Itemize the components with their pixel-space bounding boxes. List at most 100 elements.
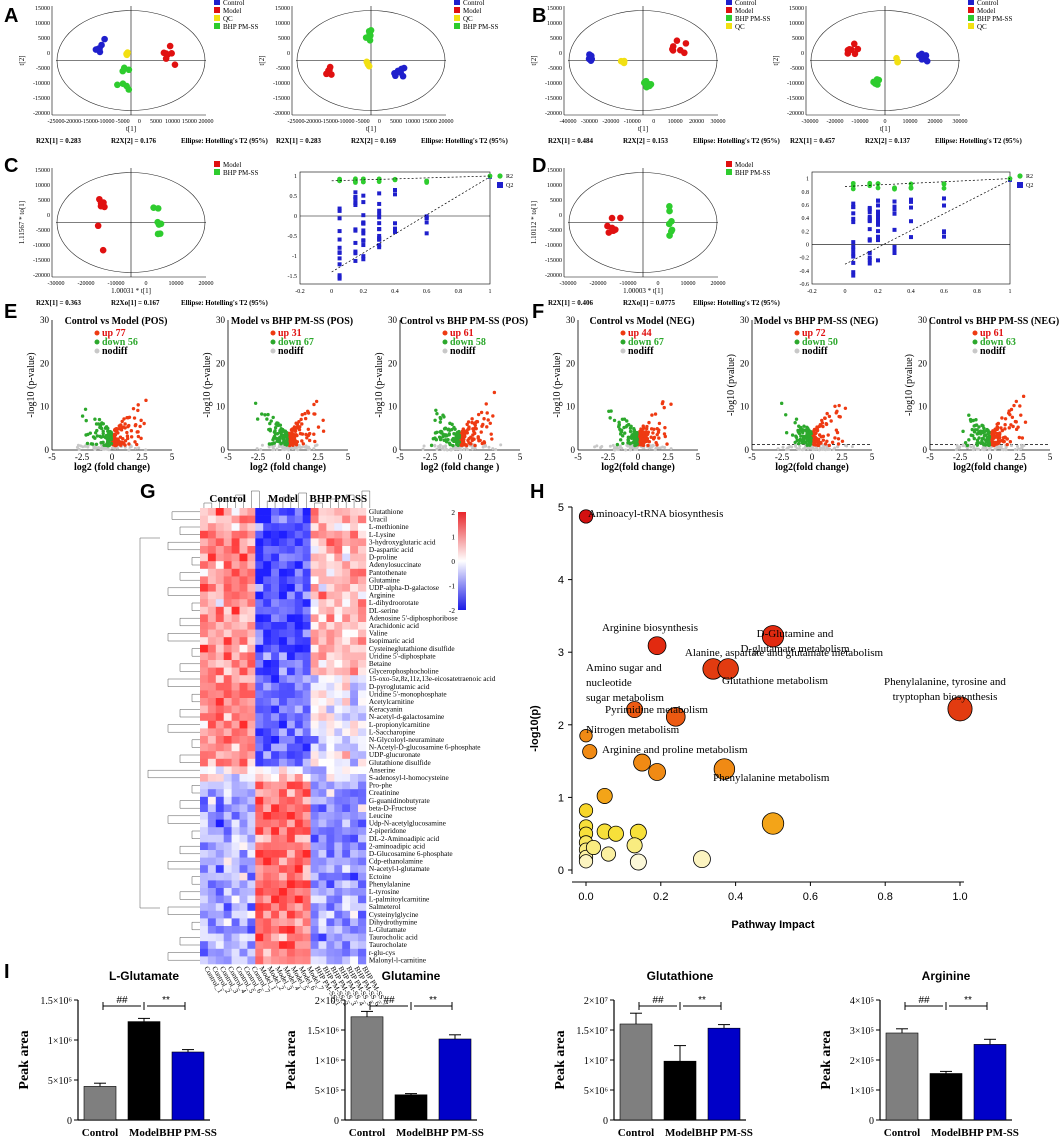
heatmap-cell: [279, 789, 288, 798]
heatmap-cell: [358, 705, 367, 714]
heatmap-cell: [334, 508, 343, 516]
heatmap-row-label: L-Saccharopine: [369, 727, 415, 736]
nodiff-point: [435, 447, 439, 451]
heatmap-row-label: Arginine: [369, 591, 395, 600]
heatmap-cell: [326, 591, 335, 600]
heatmap-cell: [200, 758, 209, 767]
q2-point: [876, 222, 880, 227]
up-point: [129, 429, 134, 433]
heatmap-cell: [350, 842, 359, 851]
up-point: [660, 401, 665, 406]
heatmap-cell: [279, 842, 288, 851]
heatmap-cell: [231, 629, 240, 638]
heatmap-cell: [279, 698, 288, 706]
up-point: [472, 429, 476, 434]
x-axis-label: log2(fold change): [775, 462, 849, 473]
heatmap-cell: [200, 827, 209, 836]
heatmap-row-label: N-Acetyl-D-glucosamine 6-phosphate: [369, 743, 481, 752]
q2-point: [851, 273, 856, 278]
heatmap-cell: [310, 508, 319, 516]
heatmap-cell: [231, 948, 240, 957]
heatmap-cell: [350, 888, 359, 896]
up-point: [1018, 404, 1022, 408]
heatmap-cell: [215, 857, 224, 866]
heatmap-cell: [302, 584, 311, 592]
down-point: [429, 443, 434, 448]
heatmap-cell: [334, 857, 343, 866]
y-tick-label: -10000: [33, 81, 50, 87]
heatmap-cell: [231, 523, 240, 532]
heatmap-cell: [286, 530, 296, 539]
nodiff-point: [271, 445, 275, 449]
heatmap-cell: [255, 751, 264, 760]
heatmap-cell: [294, 546, 303, 554]
heatmap-cell: [342, 546, 351, 554]
pathway-bubble: [578, 803, 594, 818]
heatmap-cell: [294, 675, 303, 684]
up-point: [293, 439, 298, 443]
heatmap-cell: [263, 720, 272, 729]
heatmap-cell: [310, 834, 319, 843]
heatmap-cell: [342, 614, 351, 623]
nodiff-point: [465, 448, 469, 452]
nodiff-point: [819, 446, 823, 450]
sample-point: [609, 227, 617, 235]
permutation-panels: -0.2 0 0.2 0.4 0.6 0.8 110.50-0.5-1-1.5R2Q2-0.…: [288, 171, 1033, 295]
legend-label: Model: [735, 161, 753, 169]
heatmap-cell: [342, 591, 351, 600]
y-tick-label: 5000: [792, 36, 804, 42]
heatmap-row-label: Glutathione disulfide: [369, 758, 431, 767]
down-point: [621, 441, 625, 446]
y-tick-label: -1: [292, 254, 297, 260]
heatmap-cell: [263, 629, 272, 638]
heatmap-cell: [231, 530, 240, 539]
heatmap-cell: [239, 682, 248, 691]
heatmap-cell: [279, 568, 288, 577]
x-tick-label: -10000: [338, 119, 355, 125]
up-point: [1016, 425, 1020, 429]
r2-point: [424, 178, 430, 184]
heatmap-cell: [350, 622, 359, 630]
down-point: [779, 401, 784, 406]
down-point: [95, 428, 99, 433]
heatmap-cell: [286, 629, 296, 638]
r2-point: [376, 176, 382, 182]
heatmap-cell: [200, 880, 209, 889]
heatmap-cell: [247, 553, 256, 562]
heatmap-cell: [310, 857, 319, 866]
heatmap-cell: [239, 933, 248, 942]
heatmap-cell: [326, 584, 335, 592]
heatmap-cell: [310, 523, 319, 532]
heatmap-cell: [239, 857, 248, 866]
heatmap-cell: [255, 698, 264, 706]
heatmap-cell: [231, 872, 240, 881]
x-tick-label: 5: [696, 452, 701, 462]
heatmap-cell: [326, 918, 335, 927]
heatmap-cell: [358, 644, 367, 653]
category-label: Control: [349, 1127, 385, 1139]
heatmap-cell: [231, 576, 240, 585]
heatmap-cell: [215, 675, 224, 684]
legend-up-marker: [620, 330, 626, 336]
y-tick-label: 3×10⁵: [850, 1026, 874, 1037]
legend-swatch: [214, 7, 220, 13]
heatmap-cell: [271, 508, 280, 516]
heatmap-cell: [239, 812, 248, 820]
up-point: [835, 409, 839, 414]
x-tick-label: 0.6: [803, 891, 818, 903]
heatmap-cell: [310, 804, 319, 813]
heatmap-cell: [342, 796, 351, 805]
volcano-title: Model vs BHP PM-SS (POS): [231, 316, 353, 327]
sample-point: [667, 228, 675, 235]
heatmap-cell: [200, 675, 209, 684]
heatmap-cell: [358, 576, 367, 585]
heatmap-cell: [215, 508, 224, 516]
heatmap-cell: [239, 561, 248, 570]
bar: [885, 1032, 919, 1121]
heatmap-cell: [247, 652, 256, 661]
heatmap-cell: [255, 584, 264, 592]
down-point: [977, 425, 981, 429]
legend-down-label: down 58: [450, 337, 486, 348]
y-tick-label: -15000: [545, 258, 562, 264]
y-tick-label: -5000: [36, 228, 50, 234]
